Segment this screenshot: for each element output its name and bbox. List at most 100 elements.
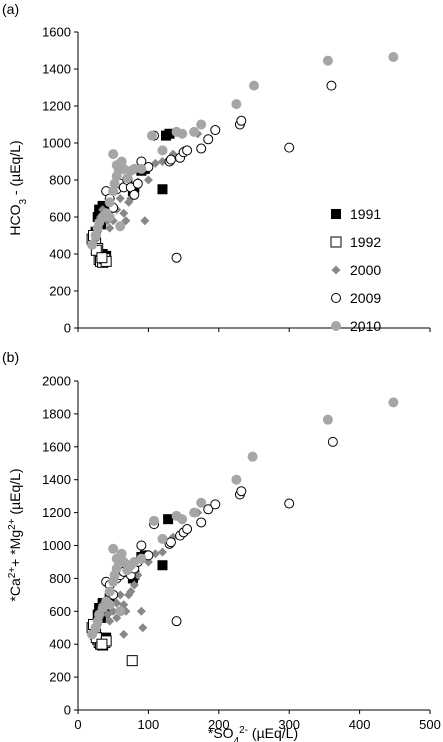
point-2010 [136,553,147,564]
point-2009 [236,486,247,497]
point-2010 [231,474,242,485]
legend-item-1992: 1992 [330,234,381,250]
y-tick-label: 200 [49,670,71,685]
point-2010 [157,145,168,156]
point-2010 [146,130,157,141]
panel-b-points [86,397,399,667]
point-2010 [136,163,147,174]
point-2010 [196,119,207,130]
point-2010 [177,514,188,525]
point-2000 [126,587,136,597]
point-2010 [247,451,258,462]
point-2010 [249,80,259,91]
y-tick-label: 1600 [42,25,71,40]
panel-a-x-ticks [77,328,431,332]
point-2000 [105,616,115,626]
y-tick-label: 1000 [42,136,71,151]
point-2000 [157,157,167,166]
point-2009 [165,154,176,165]
point-2010 [87,239,98,250]
panel-a-chart: (a) HCO3 - (µEq/L) 0 200 400 600 800 1000 1200… [2,1,431,336]
point-2009 [210,125,221,136]
y-tick-label: 800 [49,173,71,188]
y-tick-label: 0 [64,321,71,336]
legend-item-2000: 2000 [331,262,381,278]
point-2009 [132,178,143,189]
point-2010 [108,186,119,197]
legend-item-1991: 1991 [331,206,381,222]
point-2010 [111,160,122,171]
point-2010 [322,414,333,425]
legend-label: 1992 [350,234,381,250]
point-2009 [165,537,176,548]
panel-a-label: (a) [2,1,19,17]
point-2010 [122,173,133,184]
point-2010 [111,553,122,564]
point-1991 [164,128,175,139]
y-tick-label: 1800 [42,406,71,421]
point-2010 [129,163,140,174]
point-2009 [236,115,247,126]
legend-item-2009: 2009 [331,290,381,306]
x-tick-label: 0 [74,717,81,732]
point-2010 [104,212,115,222]
series-2010 [87,51,399,250]
legend-label: 2000 [350,262,381,278]
point-2000 [129,580,139,590]
point-1992 [126,655,138,667]
panel-b-x-axis-title: *SO42- (µEq/L) [208,725,298,742]
y-tick-label: 400 [49,637,71,652]
point-2000 [119,629,129,639]
y-tick-label: 1600 [42,439,71,454]
panel-b-label: (b) [2,349,19,365]
panel-a-points [86,51,399,268]
y-tick-label: 2000 [42,374,71,389]
x-tick-label: 100 [138,717,160,732]
y-tick-label: 1000 [42,538,71,553]
point-2009 [203,134,214,145]
point-2009 [196,143,207,154]
point-2009 [196,517,207,528]
point-2010 [104,586,115,597]
point-2010 [115,221,126,232]
point-2010 [108,543,119,554]
legend-item-2010: 2010 [331,318,381,334]
point-2010 [322,55,333,66]
point-2010 [104,197,115,208]
panel-b-y-ticks: 0 200 400 600 800 1000 1200 1400 1600 1800 2000 [42,374,78,718]
legend-label: 2009 [350,290,381,306]
panel-a-y-axis-title: HCO3 - (µEq/L) [7,140,29,235]
point-2000 [119,208,129,218]
point-2009 [182,145,193,156]
point-1992 [96,252,108,264]
point-2000 [157,547,167,557]
panel-b-y-axis-title: *Ca2++ *Mg2+ (µEq/L) [7,468,24,601]
point-2010 [231,99,242,110]
legend-marker [330,236,342,248]
point-2010 [196,497,207,508]
point-2010 [115,606,126,617]
point-2009 [136,540,147,551]
y-tick-label: 600 [49,210,71,225]
point-2000 [136,606,146,616]
point-2000 [115,194,125,203]
point-2010 [108,149,119,160]
y-tick-label: 1400 [42,62,71,77]
series-2009 [101,436,338,627]
point-2009 [182,524,193,535]
point-2000 [143,175,153,185]
y-tick-label: 200 [49,284,71,299]
point-2009 [326,80,337,91]
legend-label: 2010 [350,318,381,334]
point-2000 [138,623,148,633]
point-2010 [189,507,200,518]
point-2000 [140,216,150,226]
y-tick-label: 1200 [42,99,71,114]
y-tick-label: 800 [49,571,71,586]
y-tick-label: 0 [64,703,71,718]
point-2009 [327,436,338,447]
y-tick-label: 600 [49,604,71,619]
legend-marker [331,209,341,219]
point-2000 [150,158,160,168]
